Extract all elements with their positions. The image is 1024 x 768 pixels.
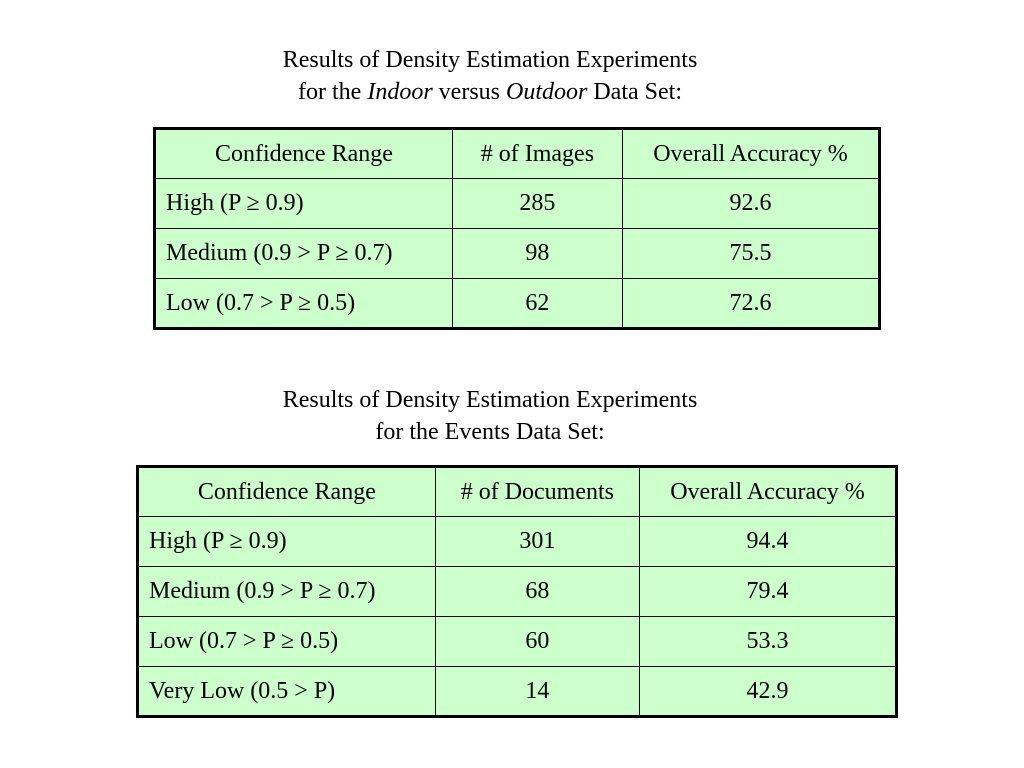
table-row: Low (0.7 > P ≥ 0.5) 60 53.3	[137, 616, 898, 667]
table-2-caption-line-1: Results of Density Estimation Experiment…	[282, 387, 698, 413]
count-cell: 60	[434, 616, 640, 667]
table-row: Low (0.7 > P ≥ 0.5) 62 72.6	[154, 278, 881, 329]
table-2-caption: Results of Density Estimation Experiment…	[0, 384, 980, 448]
table-row: High (P ≥ 0.9) 301 94.4	[137, 516, 898, 567]
accuracy-cell: 92.6	[621, 178, 881, 229]
caption-indoor: Indoor	[367, 79, 433, 105]
caption-prefix: for the	[298, 79, 368, 105]
count-cell: 14	[434, 666, 640, 717]
confidence-range-cell: Low (0.7 > P ≥ 0.5)	[137, 616, 436, 667]
header-overall-accuracy: Overall Accuracy %	[638, 466, 898, 517]
header-image-count: # of Images	[451, 128, 623, 179]
caption-outdoor: Outdoor	[506, 79, 588, 105]
caption-suffix: Data Set:	[587, 79, 682, 105]
table-2-caption-line-2: for the Events Data Set:	[375, 419, 605, 445]
accuracy-cell: 72.6	[621, 278, 881, 329]
accuracy-cell: 42.9	[638, 666, 898, 717]
table-header-row: Confidence Range # of Images Overall Acc…	[154, 128, 881, 179]
count-cell: 62	[451, 278, 623, 329]
count-cell: 98	[451, 228, 623, 279]
table-1-caption-line-2: for the Indoor versus Outdoor Data Set:	[0, 76, 980, 108]
confidence-range-cell: High (P ≥ 0.9)	[137, 516, 436, 567]
header-confidence-range: Confidence Range	[154, 128, 453, 179]
confidence-range-cell: Medium (0.9 > P ≥ 0.7)	[137, 566, 436, 617]
caption-versus: versus	[432, 79, 506, 105]
count-cell: 68	[434, 566, 640, 617]
table-1-caption-line-1: Results of Density Estimation Experiment…	[282, 47, 698, 73]
header-document-count: # of Documents	[434, 466, 640, 517]
count-cell: 301	[434, 516, 640, 567]
header-overall-accuracy: Overall Accuracy %	[621, 128, 881, 179]
count-cell: 285	[451, 178, 623, 229]
accuracy-cell: 53.3	[638, 616, 898, 667]
accuracy-cell: 79.4	[638, 566, 898, 617]
table-row: Medium (0.9 > P ≥ 0.7) 68 79.4	[137, 566, 898, 617]
table-1-caption: Results of Density Estimation Experiment…	[0, 44, 980, 108]
table-header-row: Confidence Range # of Documents Overall …	[137, 466, 898, 517]
accuracy-cell: 94.4	[638, 516, 898, 567]
table-row: Medium (0.9 > P ≥ 0.7) 98 75.5	[154, 228, 881, 279]
confidence-range-cell: Low (0.7 > P ≥ 0.5)	[154, 278, 453, 329]
table-row: High (P ≥ 0.9) 285 92.6	[154, 178, 881, 229]
confidence-range-cell: Very Low (0.5 > P)	[137, 666, 436, 717]
events-results-table: Confidence Range # of Documents Overall …	[136, 465, 898, 718]
indoor-outdoor-results-table: Confidence Range # of Images Overall Acc…	[153, 127, 881, 330]
confidence-range-cell: Medium (0.9 > P ≥ 0.7)	[154, 228, 453, 279]
accuracy-cell: 75.5	[621, 228, 881, 279]
header-confidence-range: Confidence Range	[137, 466, 436, 517]
confidence-range-cell: High (P ≥ 0.9)	[154, 178, 453, 229]
table-row: Very Low (0.5 > P) 14 42.9	[137, 666, 898, 717]
